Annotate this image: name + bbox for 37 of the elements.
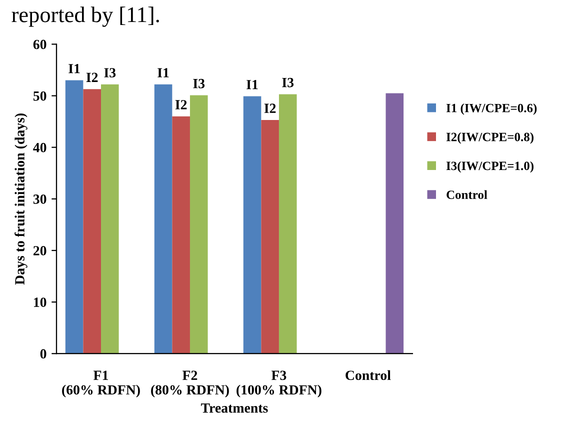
bar <box>100 84 119 354</box>
y-axis-title: Days to fruit initiation (days) <box>14 113 28 285</box>
x-tick-label: F2 (80% RDFN) <box>151 370 229 398</box>
annotation: I2 <box>264 104 276 113</box>
legend-label: I2(IW/CPE=0.8) <box>446 132 534 144</box>
annotation: I3 <box>282 78 294 88</box>
bar <box>386 93 404 354</box>
annotation: I2 <box>175 100 187 110</box>
bar <box>243 96 262 354</box>
bar <box>278 94 297 354</box>
y-tick-label: 10 <box>34 298 46 307</box>
x-tick-label: F3 (100% RDFN) <box>236 370 322 398</box>
y-tick-label: 50 <box>33 91 46 101</box>
legend-label: I3(IW/CPE=1.0) <box>446 161 534 173</box>
annotation: I3 <box>193 78 205 88</box>
annotation: I2 <box>86 72 98 82</box>
text: reported by [11]. <box>12 6 159 27</box>
bar <box>65 80 84 354</box>
bar <box>172 116 190 354</box>
x-axis-title: Treatments <box>201 403 268 413</box>
y-tick-label: 20 <box>33 246 46 256</box>
y-tick-label: 0 <box>40 349 46 359</box>
bar <box>83 89 101 354</box>
legend-label: Control <box>446 190 488 200</box>
bar <box>190 95 208 354</box>
y-tick-label: 40 <box>33 142 46 152</box>
bar <box>154 84 172 354</box>
annotation: I3 <box>104 68 116 78</box>
x-tick-label: Control <box>346 370 391 380</box>
x-tick-label: F1 (60% RDFN) <box>62 370 140 398</box>
legend-label: I1 (IW/CPE=0.6) <box>446 103 537 115</box>
y-tick-label: 60 <box>33 40 46 50</box>
y-tick-label: 30 <box>33 194 46 204</box>
annotation: I1 <box>246 80 258 90</box>
annotation: I1 <box>68 64 80 74</box>
annotation: I1 <box>158 68 169 78</box>
bar <box>261 120 279 354</box>
